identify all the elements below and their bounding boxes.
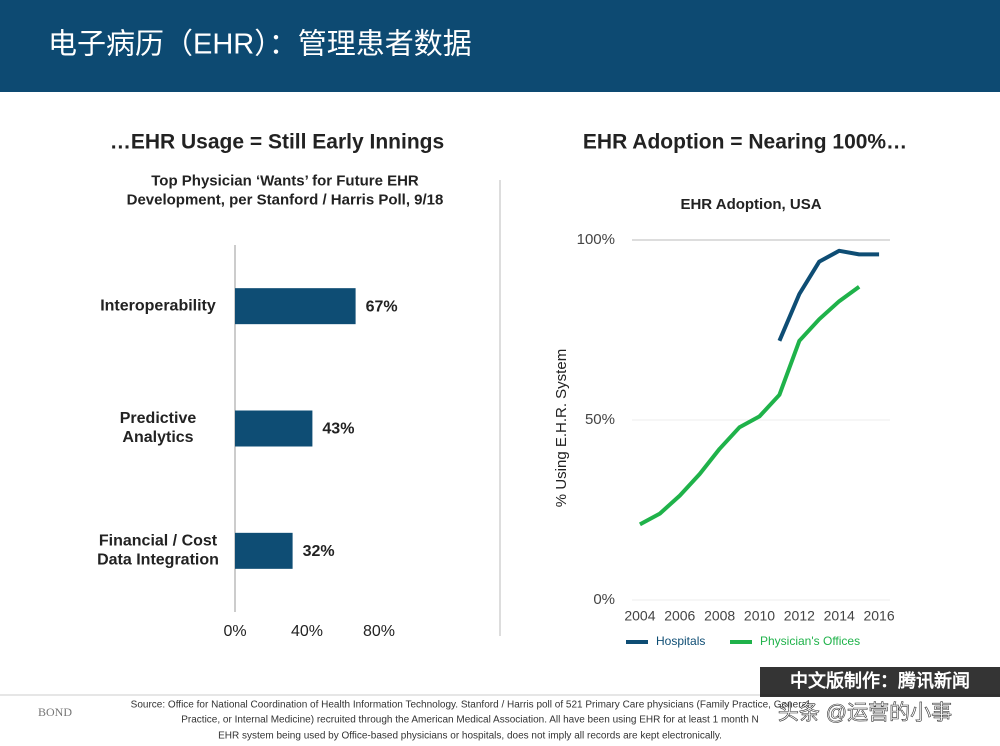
right-chart-title: EHR Adoption, USA [680,196,821,213]
y-axis-label: % Using E.H.R. System [553,349,570,507]
category-label: Predictive Analytics [120,410,197,446]
left-chart-title: Top Physician ‘Wants’ for Future EHR Deve… [127,172,444,208]
bond-logo: BOND [38,705,72,719]
bar [235,410,313,447]
x-tick-label: 2004 [624,608,655,624]
x-tick-label: 80% [363,623,395,640]
badge: 中文版制作：腾讯新闻 [790,670,970,691]
bar [235,532,293,569]
legend-label: Physician's Offices [760,634,860,648]
x-tick-label: 2006 [664,608,695,624]
source-line: Source: Office for National Coordination… [131,700,810,711]
left-heading: …EHR Usage = Still Early Innings [110,131,444,154]
series-line [638,285,861,527]
value-label: 32% [303,543,335,560]
badge-bg [760,667,1000,697]
x-tick-label: 2008 [704,608,735,624]
header-band [0,0,1000,92]
category-label: Interoperability [100,297,216,314]
value-label: 67% [366,298,398,315]
x-tick-label: 2014 [824,608,855,624]
x-tick-label: 40% [291,623,323,640]
x-tick-label: 0% [223,623,246,640]
slide-title: 电子病历（EHR）：管理患者数据 [48,28,472,61]
x-tick-label: 2016 [863,608,894,624]
series-line [777,248,880,342]
bar [235,288,356,325]
x-tick-label: 2012 [784,608,815,624]
category-label: Financial / Cost Data Integration [97,533,219,569]
y-tick-label: 0% [593,591,615,608]
value-label: 43% [322,421,354,438]
watermark: 头条 @运营的小事 [778,702,952,725]
source-line: Practice, or Internal Medicine) recruite… [181,715,759,726]
legend-label: Hospitals [656,634,705,648]
x-tick-label: 2010 [744,608,775,624]
y-tick-label: 100% [577,231,615,248]
right-heading: EHR Adoption = Nearing 100%… [583,131,907,154]
y-tick-label: 50% [585,411,615,428]
source-line: EHR system being used by Office-based ph… [218,731,722,742]
